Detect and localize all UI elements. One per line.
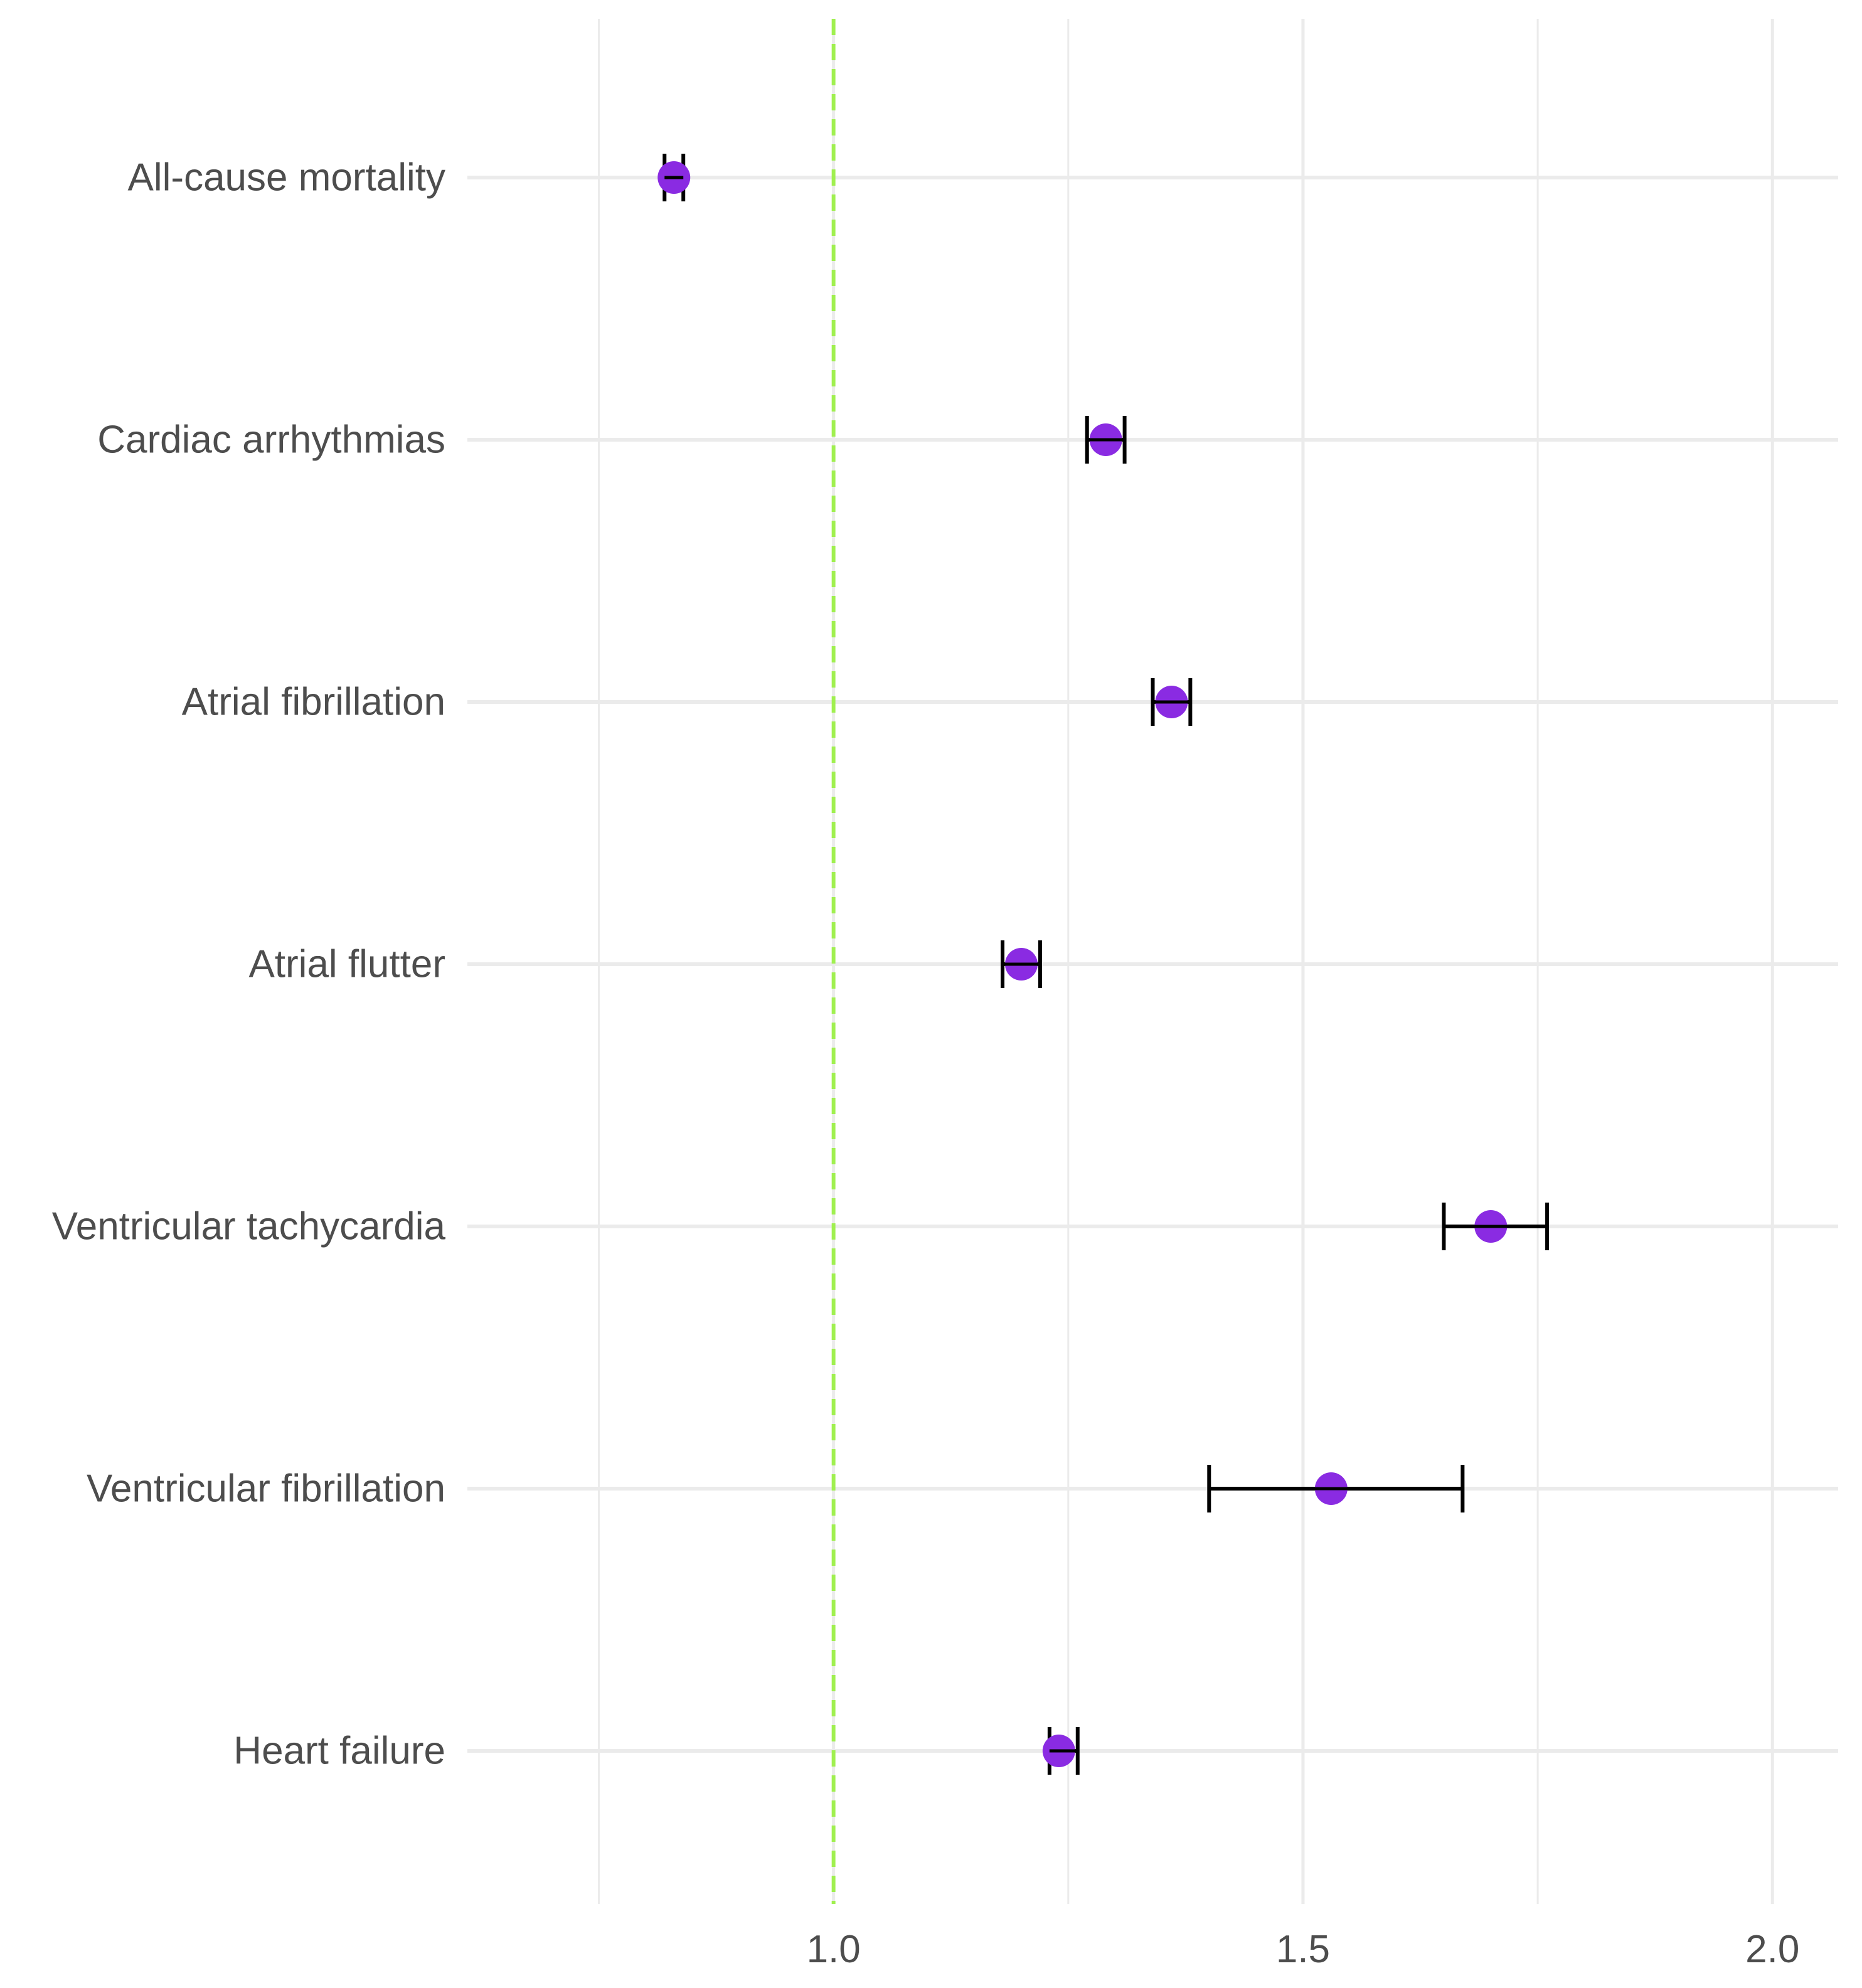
x-tick-label: 1.5 — [1276, 1928, 1330, 1971]
category-label: Cardiac arrhythmias — [97, 418, 445, 462]
x-tick-label: 2.0 — [1745, 1928, 1799, 1971]
category-label: Ventricular tachycardia — [52, 1205, 446, 1248]
x-axis-tick-labels: 1.0 1.5 2.0 — [807, 1928, 1800, 1971]
estimate-points — [657, 161, 1548, 1767]
category-label: Atrial flutter — [248, 943, 445, 986]
category-label: Heart failure — [233, 1730, 445, 1773]
x-tick-label: 1.0 — [807, 1928, 861, 1971]
category-label: All-cause mortality — [128, 156, 445, 199]
grid-lines — [467, 19, 1838, 1904]
category-label: Atrial fibrillation — [182, 681, 445, 724]
category-label: Ventricular fibrillation — [87, 1467, 445, 1511]
category-labels: All-cause mortality Cardiac arrhythmias At… — [52, 156, 446, 1773]
